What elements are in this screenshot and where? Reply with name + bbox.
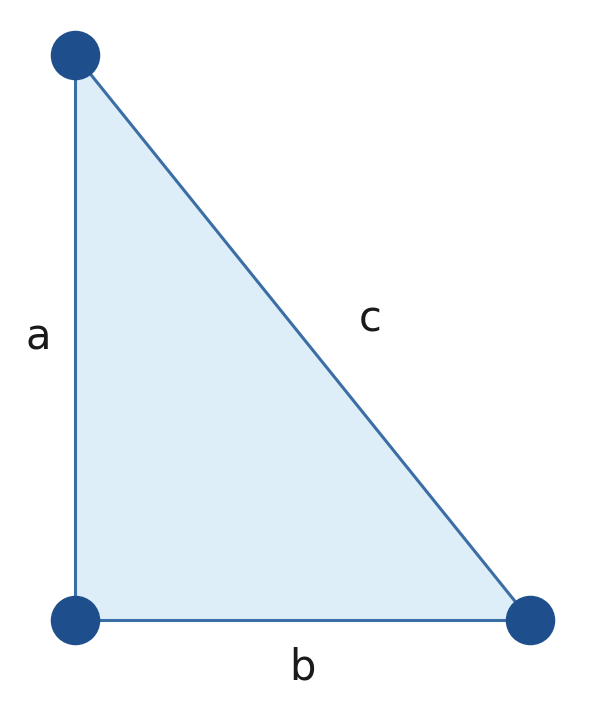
Polygon shape xyxy=(75,55,530,620)
Point xyxy=(70,615,80,626)
Text: c: c xyxy=(359,299,381,341)
Text: a: a xyxy=(26,316,50,358)
Text: b: b xyxy=(289,647,315,689)
Point xyxy=(525,615,535,626)
Point xyxy=(70,50,80,61)
